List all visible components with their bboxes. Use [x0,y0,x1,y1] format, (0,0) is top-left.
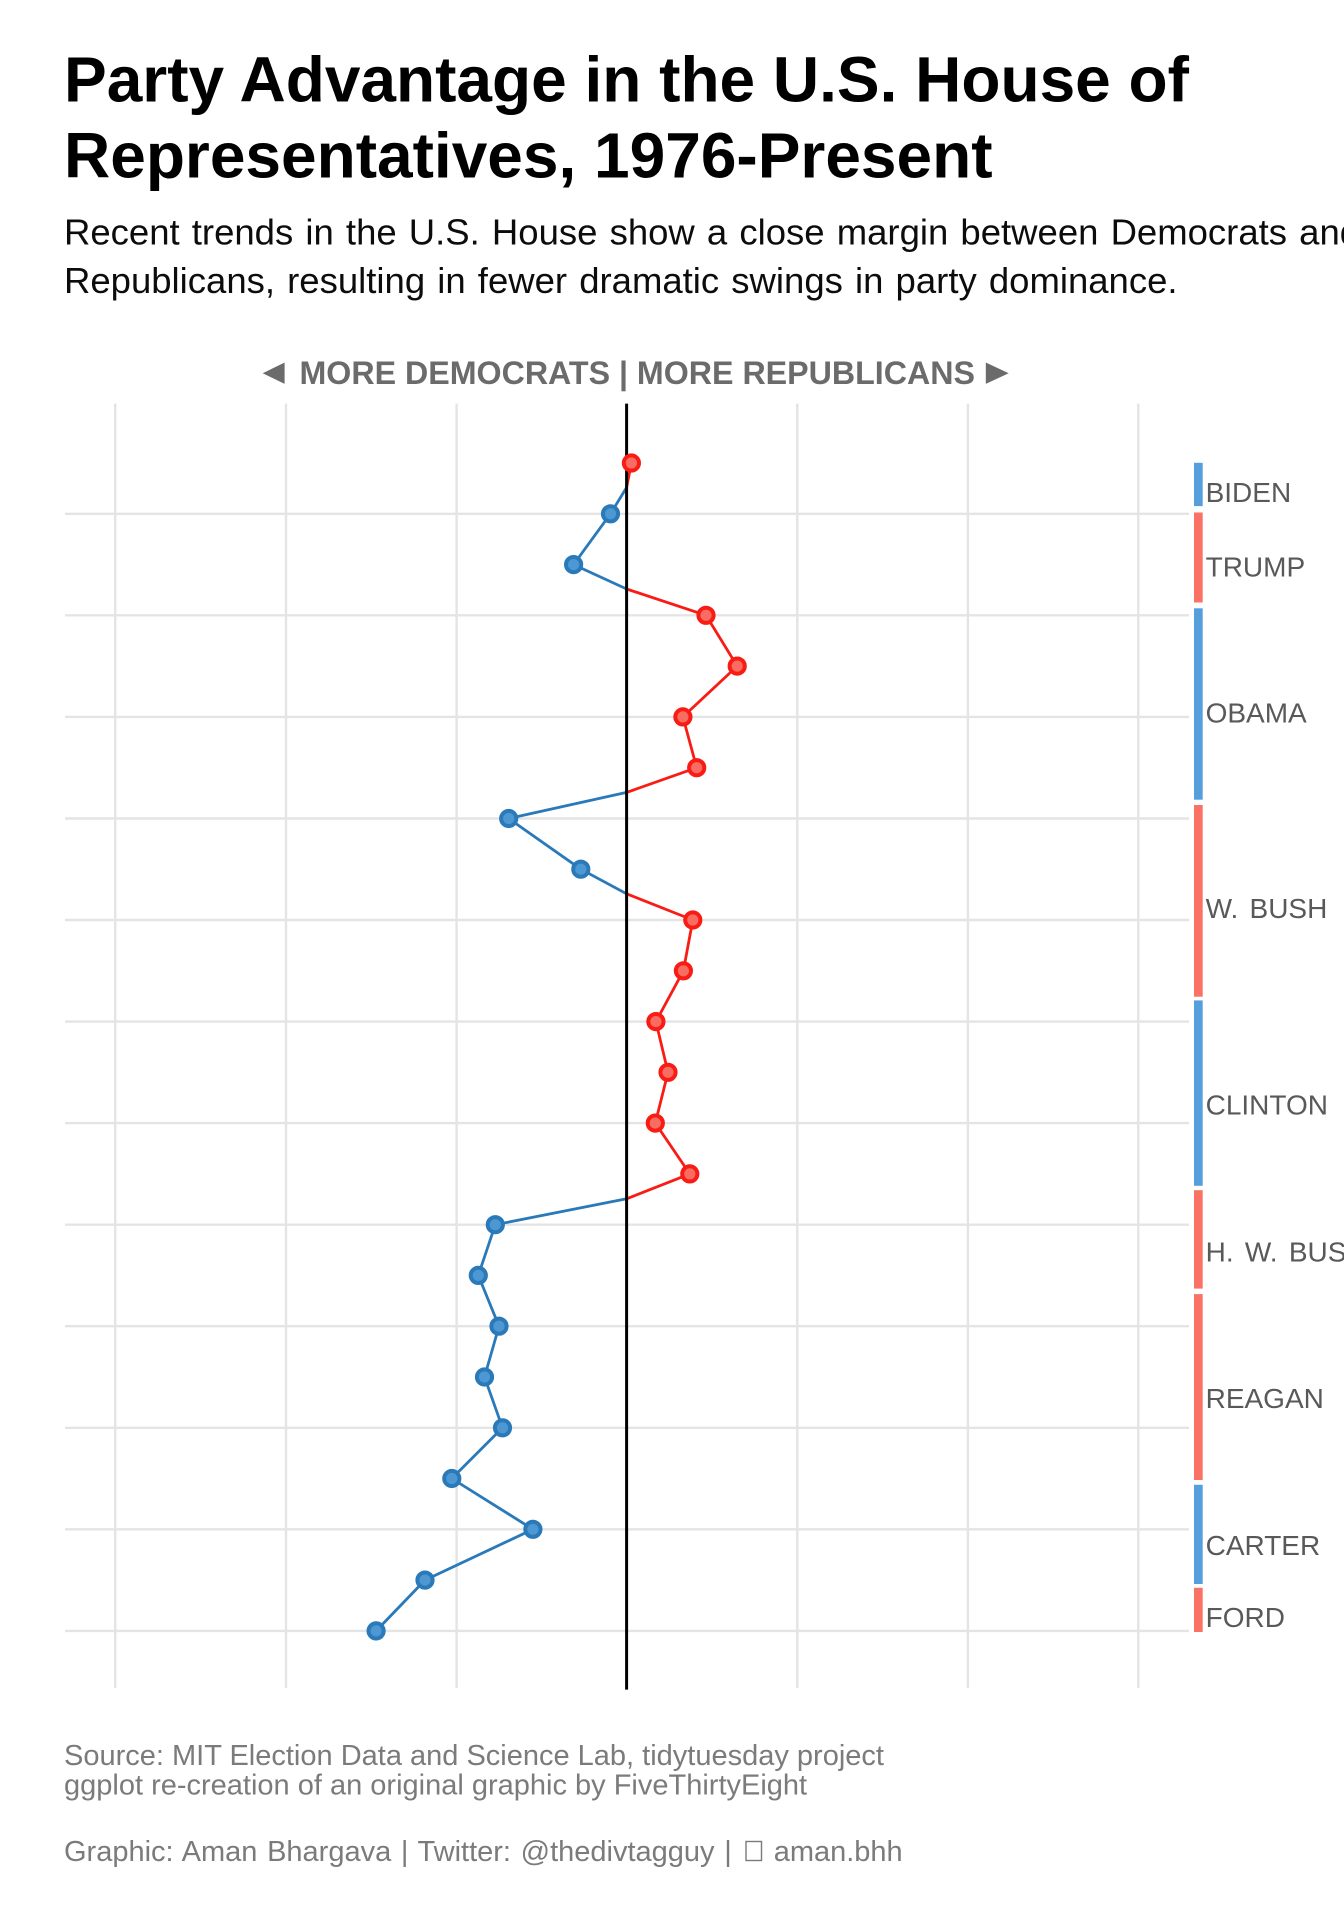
svg-text:Republicans, resulting in fewe: Republicans, resulting in fewer dramatic… [64,260,1178,301]
svg-text:Representatives, 1976-Present: Representatives, 1976-Present [64,120,993,192]
svg-text:H. W. BUSH: H. W. BUSH [1206,1237,1344,1268]
svg-text:ggplot re-creation of an origi: ggplot re-creation of an original graphi… [64,1769,807,1801]
svg-text:TRUMP: TRUMP [1206,551,1306,582]
svg-text:MORE DEMOCRATS | MORE REPUBLIC: MORE DEMOCRATS | MORE REPUBLICANS [300,355,975,391]
svg-text:CARTER: CARTER [1206,1530,1321,1561]
svg-text:Party Advantage in the U.S. Ho: Party Advantage in the U.S. House of [64,44,1190,116]
svg-text:REAGAN: REAGAN [1206,1383,1324,1414]
svg-text:Source: MIT Election Data and: Source: MIT Election Data and Science La… [64,1740,884,1772]
svg-text:FORD: FORD [1206,1602,1285,1633]
svg-text:Recent trends in the U.S. Hous: Recent trends in the U.S. House show a c… [64,211,1344,252]
svg-text:CLINTON: CLINTON [1206,1089,1328,1120]
svg-text:Graphic: Aman Bhargava | Twitt: Graphic: Aman Bhargava | Twitter: @thedi… [64,1836,732,1868]
svg-text:W. BUSH: W. BUSH [1206,893,1328,924]
svg-text:OBAMA: OBAMA [1206,698,1307,729]
svg-text:aman.bhh: aman.bhh [774,1836,903,1868]
svg-text:BIDEN: BIDEN [1206,477,1292,508]
